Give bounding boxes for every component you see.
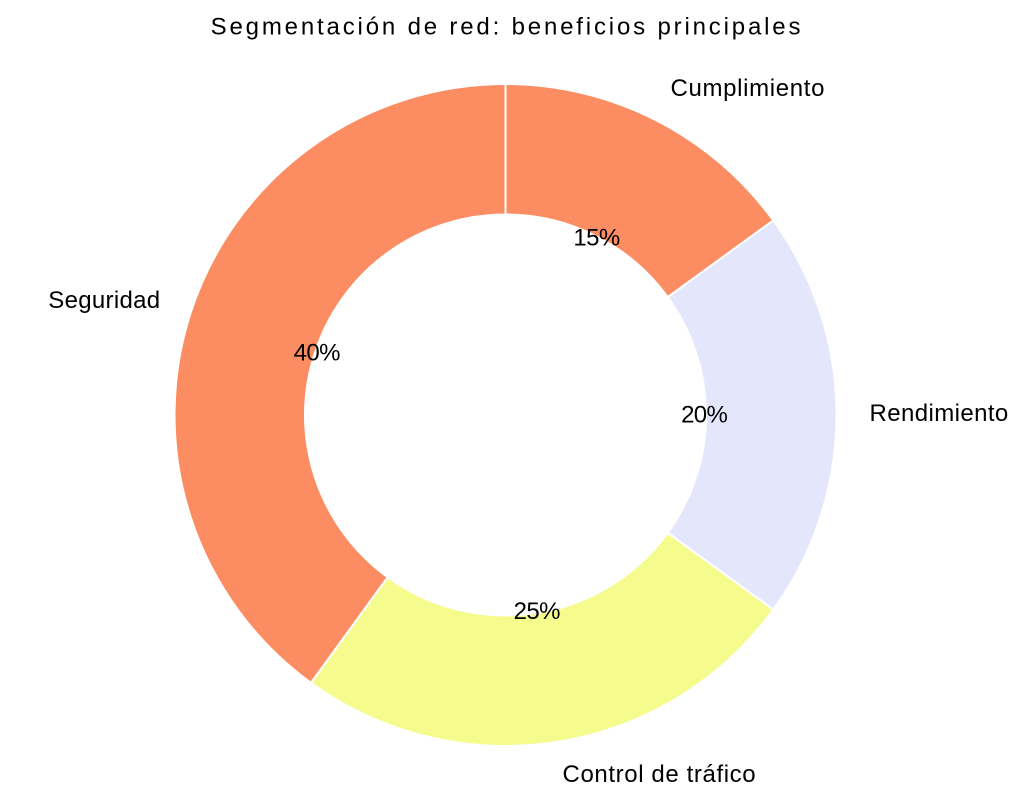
svg-text:Cumplimiento: Cumplimiento [671,75,826,102]
svg-text:20%: 20% [681,402,727,429]
svg-text:25%: 25% [514,598,560,625]
svg-text:Seguridad: Seguridad [48,287,160,314]
svg-text:40%: 40% [294,340,340,367]
svg-text:Segmentación de red: beneficio: Segmentación de red: beneficios principa… [211,14,804,41]
svg-text:15%: 15% [573,225,619,252]
svg-text:Control de tráfico: Control de tráfico [563,761,757,788]
svg-text:Rendimiento: Rendimiento [870,400,1009,427]
